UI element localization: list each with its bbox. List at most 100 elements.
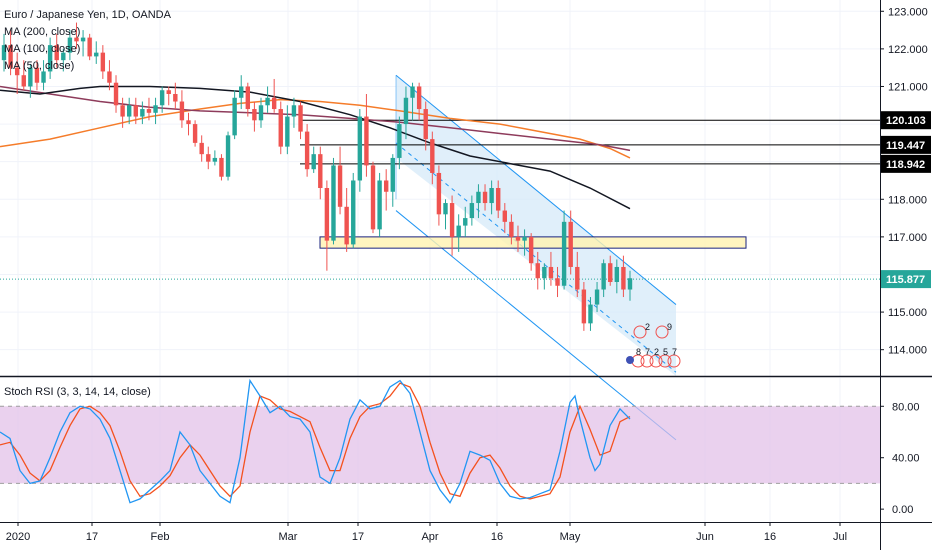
stoch-legend: Stoch RSI (3, 3, 14, 14, close) bbox=[4, 384, 151, 401]
candle-body bbox=[258, 105, 264, 121]
candle-body bbox=[41, 71, 46, 83]
candle-body bbox=[482, 191, 488, 204]
price-label-box bbox=[881, 154, 931, 173]
candle-body bbox=[377, 180, 382, 230]
legend-ma200[interactable]: MA (200, close) bbox=[4, 26, 81, 38]
candle-body bbox=[621, 266, 626, 290]
candle-body bbox=[304, 131, 310, 170]
time-tick-label: 16 bbox=[491, 531, 503, 543]
stoch-axis[interactable]: 80.00 40.00 0.00 bbox=[880, 401, 920, 516]
candle-body bbox=[575, 266, 580, 290]
candle-body bbox=[594, 289, 600, 305]
time-tick-label: Feb bbox=[151, 531, 170, 543]
stoch-band bbox=[0, 406, 880, 484]
candle-body bbox=[21, 75, 26, 87]
candle-body bbox=[100, 52, 106, 72]
candle-body bbox=[311, 154, 316, 170]
candle-body bbox=[159, 90, 165, 106]
legend-ma100[interactable]: MA (100, close) bbox=[4, 43, 81, 55]
candle-body bbox=[430, 139, 435, 173]
chart-title[interactable]: Euro / Japanese Yen, 1D, OANDA bbox=[4, 9, 171, 21]
candle-body bbox=[535, 263, 540, 279]
stoch-tick-label: 40.00 bbox=[892, 453, 920, 465]
pattern-circle bbox=[658, 354, 672, 368]
horizontal-lines[interactable] bbox=[0, 119, 880, 280]
candle-body bbox=[94, 52, 99, 57]
ma50-line bbox=[0, 98, 631, 159]
time-tick-label: Jun bbox=[696, 531, 714, 543]
candle-body bbox=[212, 157, 218, 162]
price-label-box bbox=[881, 111, 931, 130]
candle-body bbox=[423, 109, 428, 140]
candle-body bbox=[265, 97, 270, 106]
candle-body bbox=[581, 289, 587, 324]
price-tick-label: 121.000 bbox=[888, 81, 928, 93]
candle-body bbox=[186, 120, 191, 125]
regression-channel[interactable] bbox=[395, 74, 677, 441]
candle-body bbox=[403, 97, 409, 125]
pattern-circle bbox=[649, 354, 663, 368]
candle-body bbox=[87, 37, 92, 57]
time-tick-label: Apr bbox=[421, 531, 438, 543]
time-tick-label: May bbox=[560, 531, 581, 543]
price-tick-label: 115.000 bbox=[888, 307, 927, 319]
price-label-text: 119.447 bbox=[886, 140, 925, 152]
time-tick-label: 2020 bbox=[6, 531, 30, 543]
legend-ma50[interactable]: MA (50, close) bbox=[4, 60, 75, 72]
candle-body bbox=[627, 278, 633, 290]
candle-body bbox=[463, 218, 468, 226]
price-label-box bbox=[881, 135, 931, 154]
pattern-circle bbox=[655, 325, 669, 339]
candle-body bbox=[351, 180, 356, 245]
ma100-line bbox=[0, 85, 631, 152]
candle-body bbox=[469, 203, 475, 219]
candle-body bbox=[1, 45, 7, 61]
candle-body bbox=[179, 101, 185, 121]
candle-body bbox=[436, 172, 442, 215]
candle-body bbox=[509, 221, 514, 237]
channel-lower-line bbox=[395, 210, 677, 441]
candle-body bbox=[588, 304, 593, 324]
time-axis[interactable]: 2020 17 Feb Mar 17 Apr 16 May Jun 16 Jul bbox=[6, 522, 847, 543]
pattern-label: 2 bbox=[645, 322, 650, 332]
candle-body bbox=[291, 105, 297, 117]
candle-body bbox=[416, 86, 422, 110]
stoch-k-line bbox=[0, 378, 631, 504]
candle-body bbox=[522, 236, 527, 241]
pattern-circle bbox=[667, 354, 681, 368]
stoch-tick-label: 80.00 bbox=[892, 401, 920, 413]
candle-body bbox=[370, 165, 376, 230]
pattern-circle bbox=[633, 325, 647, 339]
candle-body bbox=[153, 105, 158, 113]
candle-body bbox=[410, 86, 415, 98]
candle-body bbox=[555, 278, 560, 286]
candle-body bbox=[74, 37, 79, 42]
price-label-text: 118.942 bbox=[886, 159, 925, 171]
candle-body bbox=[449, 203, 455, 237]
candle-body bbox=[140, 109, 145, 117]
pattern-label: 2 bbox=[654, 347, 659, 357]
price-tick-label: 114.000 bbox=[888, 345, 927, 357]
candle-body bbox=[61, 52, 66, 61]
candle-body bbox=[34, 67, 40, 83]
candle-body bbox=[357, 116, 363, 181]
candle-body bbox=[456, 225, 461, 237]
candle-body bbox=[331, 165, 336, 241]
candle-body bbox=[80, 37, 86, 42]
pattern-label: 9 bbox=[667, 322, 672, 332]
candle-body bbox=[298, 105, 303, 132]
candle-body bbox=[199, 142, 204, 155]
pattern-marker bbox=[626, 356, 634, 364]
candle-body bbox=[166, 90, 171, 94]
candle-body bbox=[252, 109, 257, 121]
moving-averages bbox=[0, 85, 631, 210]
candlesticks bbox=[1, 22, 633, 331]
time-tick-label: 17 bbox=[352, 531, 364, 543]
candle-body bbox=[133, 105, 138, 117]
candle-body bbox=[601, 263, 606, 290]
stoch-title[interactable]: Stoch RSI (3, 3, 14, 14, close) bbox=[4, 386, 151, 398]
channel-fill bbox=[396, 75, 676, 376]
candle-body bbox=[608, 263, 613, 282]
